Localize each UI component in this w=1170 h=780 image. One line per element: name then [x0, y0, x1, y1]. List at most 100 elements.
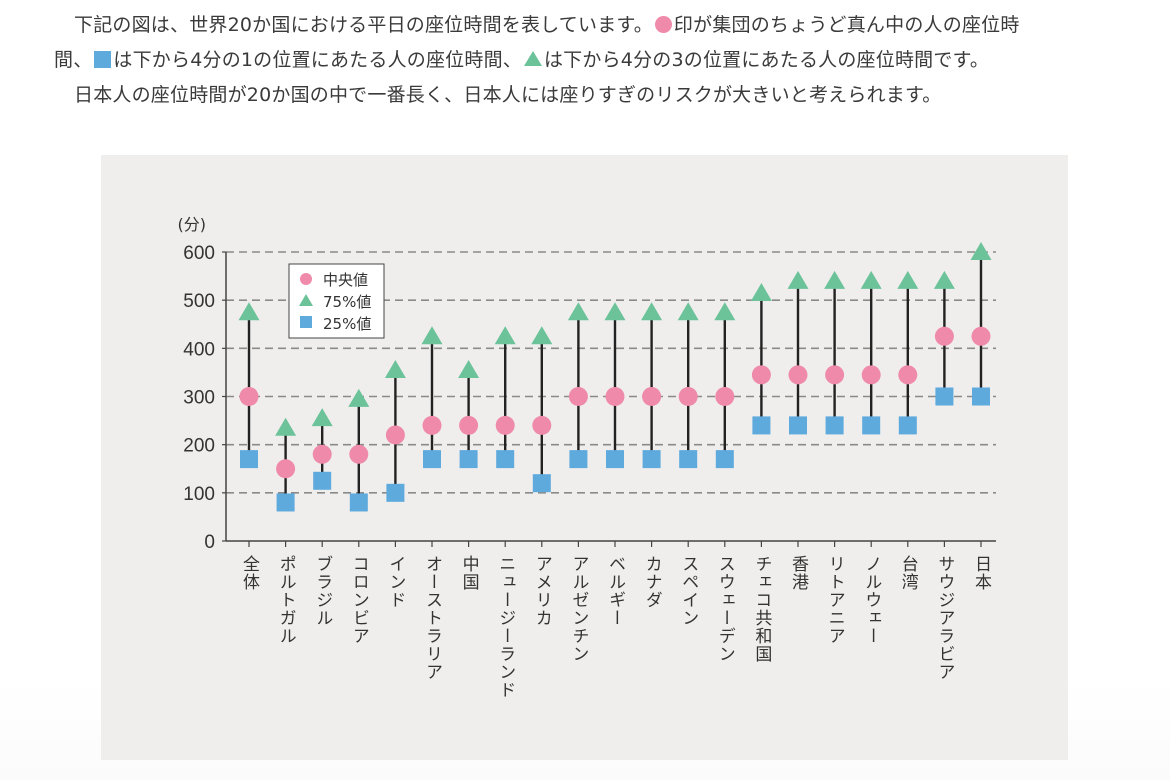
- legend-q1-icon: [300, 316, 312, 328]
- chart-panel: 0 100 200 300 400 500 600 (分) 全体 ポルトガル ブラジル コロンビアイ…: [101, 155, 1068, 760]
- x-category-label: ポルトガル: [276, 555, 296, 645]
- y-tick-label: 400: [183, 339, 215, 360]
- q1-marker: [679, 450, 698, 469]
- q3-marker: [677, 302, 699, 321]
- median-marker: [898, 365, 918, 385]
- q3-marker: [531, 326, 553, 345]
- median-marker: [861, 365, 881, 385]
- q1-marker: [972, 387, 990, 406]
- y-tick-label: 600: [183, 243, 215, 264]
- q3-marker: [860, 270, 882, 289]
- intro-line-3: 日本人の座位時間が20か国の中で一番長く、日本人には座りすぎのリスクが大きいと考…: [74, 84, 942, 106]
- median-marker: [788, 365, 808, 385]
- median-marker: [934, 326, 954, 346]
- x-category-label: サウジアラビア: [934, 555, 954, 681]
- legend-median-label: 中央値: [323, 271, 368, 289]
- q1-marker: [715, 450, 734, 469]
- median-marker: [825, 365, 845, 385]
- y-axis-unit-label: (分): [178, 215, 207, 234]
- median-marker: [312, 444, 332, 464]
- intro-line-2-c: は下から4分の3の位置にあたる人の座位時間です。: [543, 49, 990, 71]
- x-category-label: オーストラリア: [422, 555, 442, 681]
- q1-marker: [496, 450, 515, 469]
- q1-marker: [313, 471, 332, 490]
- x-category-label: アルゼンチン: [568, 555, 588, 663]
- median-marker: [715, 387, 735, 406]
- q1-marker: [276, 493, 295, 512]
- q3-marker: [458, 360, 480, 379]
- q1-marker: [752, 416, 771, 435]
- legend-q1-label: 25%値: [323, 315, 371, 333]
- q1-marker: [459, 450, 478, 469]
- y-tick-label: 100: [183, 484, 215, 505]
- q1-square-icon: [94, 51, 112, 68]
- q3-marker: [275, 417, 297, 436]
- y-tick-label: 0: [204, 532, 215, 553]
- x-category-label: ベルギー: [605, 555, 625, 627]
- q3-marker: [567, 302, 589, 321]
- median-marker: [605, 387, 625, 406]
- intro-line-2: 間、 は下から4分の1の位置にあたる人の座位時間、 は下から4分の3の位置にあたる人…: [54, 43, 989, 78]
- q1-marker: [935, 387, 954, 406]
- q1-marker: [606, 450, 624, 469]
- x-category-label: 全体: [239, 555, 260, 591]
- median-marker: [568, 387, 588, 406]
- y-tick-label: 200: [183, 436, 215, 457]
- q3-marker: [970, 242, 992, 260]
- x-category-label: スウェーデン: [715, 555, 735, 663]
- q3-marker: [714, 302, 736, 321]
- median-marker: [495, 415, 515, 435]
- x-category-label: 台湾: [898, 555, 919, 591]
- median-marker: [422, 415, 442, 435]
- q3-marker: [421, 326, 443, 345]
- x-category-label: アメリカ: [532, 555, 552, 627]
- legend-q3-icon: [299, 294, 313, 306]
- q1-marker: [825, 416, 844, 435]
- q3-marker: [311, 408, 333, 427]
- x-category-label: ブラジル: [312, 555, 332, 627]
- q3-marker: [604, 302, 626, 321]
- median-circle-icon: [654, 16, 672, 33]
- q1-marker: [349, 493, 368, 512]
- q3-marker: [641, 302, 663, 321]
- x-category-label: ニュージーランド: [495, 555, 515, 699]
- y-tick-label: 300: [183, 388, 215, 409]
- x-category-label: ノルウェー: [861, 555, 881, 645]
- q1-marker: [862, 416, 881, 435]
- q3-triangle-icon: [523, 51, 542, 66]
- intro-line-1-b: 印が集団のちょうど真ん中の人の座位時: [673, 14, 1020, 36]
- legend-median-icon: [300, 273, 312, 285]
- q3-marker: [897, 270, 919, 289]
- legend: 中央値 75%値 25%値: [288, 263, 385, 339]
- q1-marker: [569, 450, 588, 469]
- x-category-label: カナダ: [642, 555, 662, 609]
- q1-marker: [386, 483, 405, 502]
- intro-line-1: 下記の図は、世界20か国における平日の座位時間を表しています。 印が集団のちょうど…: [74, 8, 1020, 43]
- median-marker: [642, 387, 662, 406]
- legend-q3-label: 75%値: [323, 293, 371, 311]
- x-category-label: インド: [385, 555, 405, 609]
- x-category-label: 中国: [459, 555, 479, 591]
- median-marker: [276, 459, 296, 479]
- x-category-label: コロンビア: [349, 555, 369, 645]
- intro-line-2-b: は下から4分の1の位置にあたる人の座位時間、: [113, 49, 522, 71]
- x-category-label: チェコ共和国: [751, 555, 772, 663]
- q3-marker: [348, 388, 370, 407]
- x-category-label: 香港: [788, 555, 809, 591]
- intro-line-1-a: 下記の図は、世界20か国における平日の座位時間を表しています。: [74, 14, 653, 36]
- q3-marker: [384, 360, 406, 379]
- q1-marker: [642, 450, 661, 469]
- q1-marker: [532, 474, 551, 493]
- q3-marker: [933, 270, 955, 289]
- q1-marker: [423, 450, 441, 469]
- median-marker: [459, 415, 479, 435]
- median-marker: [971, 326, 991, 346]
- q1-marker: [898, 416, 917, 435]
- sitting-time-chart: 0 100 200 300 400 500 600 (分) 全体 ポルトガル ブラジル コロンビアイ…: [178, 215, 996, 699]
- q3-marker: [824, 270, 846, 289]
- median-marker: [239, 387, 259, 406]
- q3-marker: [494, 326, 516, 345]
- q3-marker: [238, 302, 260, 321]
- q3-marker: [787, 270, 809, 289]
- y-tick-label: 500: [183, 291, 215, 312]
